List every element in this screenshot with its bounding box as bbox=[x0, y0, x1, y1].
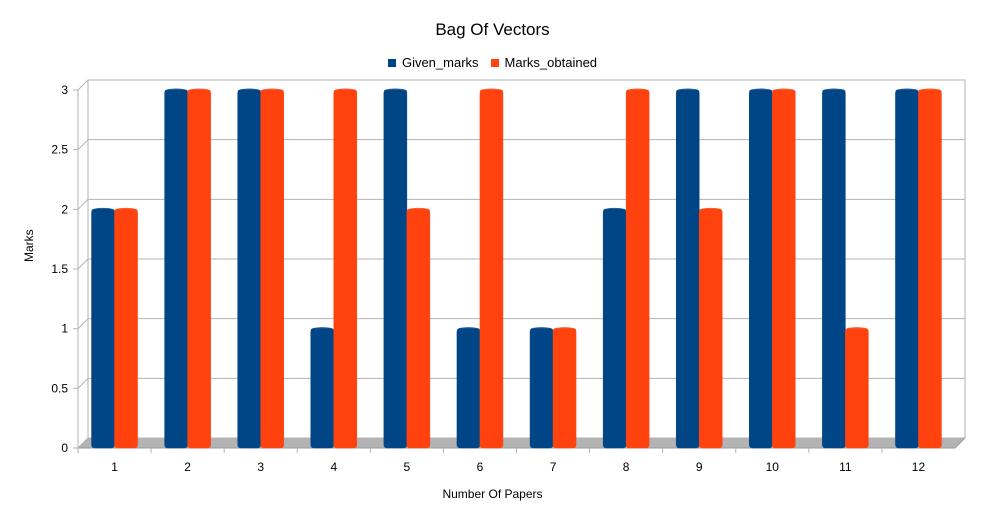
bar-cap-marks-obtained-9 bbox=[699, 207, 723, 213]
x-tick-label: 8 bbox=[623, 460, 630, 474]
bar-given-marks-12 bbox=[895, 89, 919, 449]
bar-marks-obtained-8 bbox=[625, 89, 650, 449]
bar-marks-obtained-7 bbox=[552, 328, 577, 449]
gridline-side bbox=[77, 258, 89, 270]
x-tick-label: 12 bbox=[912, 460, 926, 474]
legend-item-given-marks: Given_marks bbox=[387, 55, 479, 70]
y-tick-label: 2 bbox=[61, 202, 68, 216]
bar-given-marks-8 bbox=[602, 209, 627, 449]
bar-cap-marks-obtained-4 bbox=[333, 88, 357, 94]
bar-given-marks-4 bbox=[310, 328, 335, 449]
x-tick-label: 7 bbox=[550, 460, 557, 474]
x-tick-label: 1 bbox=[111, 460, 118, 474]
bar-cap-marks-obtained-10 bbox=[772, 88, 796, 94]
bar-marks-obtained-12 bbox=[918, 89, 942, 449]
bar-cap-marks-obtained-11 bbox=[845, 327, 869, 333]
x-tick-label: 2 bbox=[184, 460, 191, 474]
bar-cap-given-marks-3 bbox=[237, 88, 261, 94]
legend: Given_marks Marks_obtained bbox=[0, 55, 985, 70]
y-tick-label: 1 bbox=[61, 322, 68, 336]
x-tick-label: 11 bbox=[839, 460, 852, 474]
gridline-side bbox=[77, 318, 89, 330]
y-tick-label: 0 bbox=[61, 441, 68, 455]
chart-title: Bag Of Vectors bbox=[435, 20, 550, 39]
bar-given-marks-3 bbox=[237, 89, 261, 449]
bar-marks-obtained-5 bbox=[406, 209, 431, 449]
bar-cap-marks-obtained-7 bbox=[553, 327, 577, 333]
x-tick-label: 9 bbox=[696, 460, 703, 474]
bar-cap-given-marks-4 bbox=[310, 327, 334, 333]
x-tick-label: 6 bbox=[477, 460, 484, 474]
gridline-side bbox=[77, 139, 89, 151]
legend-item-marks-obtained: Marks_obtained bbox=[490, 55, 598, 70]
legend-swatch-marks-obtained bbox=[490, 58, 499, 67]
y-tick-label: 1.5 bbox=[51, 262, 68, 276]
bar-given-marks-11 bbox=[822, 89, 846, 449]
legend-label-given-marks: Given_marks bbox=[401, 55, 479, 70]
bar-cap-given-marks-9 bbox=[676, 88, 700, 94]
bar-cap-given-marks-6 bbox=[456, 327, 480, 333]
bar-given-marks-6 bbox=[456, 328, 481, 449]
bar-marks-obtained-9 bbox=[698, 209, 723, 449]
y-tick-label: 2.5 bbox=[51, 143, 68, 157]
bar-cap-marks-obtained-5 bbox=[406, 207, 430, 213]
gridline-side bbox=[77, 198, 89, 210]
y-tick-label: 0.5 bbox=[51, 381, 68, 395]
bar-marks-obtained-6 bbox=[479, 89, 504, 449]
bar-given-marks-5 bbox=[383, 89, 408, 449]
bar-given-marks-9 bbox=[675, 89, 700, 449]
y-axis-label: Marks bbox=[22, 229, 36, 262]
legend-swatch-given-marks bbox=[387, 58, 396, 67]
x-tick-label: 5 bbox=[404, 460, 411, 474]
bar-cap-marks-obtained-1 bbox=[114, 207, 138, 213]
bar-cap-given-marks-11 bbox=[822, 88, 846, 94]
bar-cap-given-marks-12 bbox=[895, 88, 919, 94]
bar-given-marks-1 bbox=[91, 209, 115, 449]
gridline-side bbox=[77, 377, 89, 389]
bar-cap-marks-obtained-8 bbox=[626, 88, 650, 94]
bar-cap-given-marks-7 bbox=[530, 327, 554, 333]
bar-cap-given-marks-10 bbox=[749, 88, 773, 94]
bar-cap-given-marks-1 bbox=[91, 207, 115, 213]
bar-given-marks-10 bbox=[749, 89, 773, 449]
legend-label-marks-obtained: Marks_obtained bbox=[504, 55, 598, 70]
x-tick-label: 10 bbox=[766, 460, 780, 474]
bar-cap-given-marks-8 bbox=[603, 207, 627, 213]
x-axis-label: Number Of Papers bbox=[442, 487, 543, 501]
bar-marks-obtained-2 bbox=[187, 89, 211, 449]
x-tick-label: 4 bbox=[330, 460, 337, 474]
bar-marks-obtained-11 bbox=[845, 328, 869, 449]
x-tick-label: 3 bbox=[257, 460, 264, 474]
bar-marks-obtained-4 bbox=[333, 89, 358, 449]
gridline-side bbox=[77, 437, 89, 449]
gridline-side bbox=[77, 79, 89, 91]
bar-given-marks-2 bbox=[164, 89, 188, 449]
bar-cap-marks-obtained-3 bbox=[260, 88, 284, 94]
bar-marks-obtained-3 bbox=[260, 89, 284, 449]
bar-cap-marks-obtained-12 bbox=[918, 88, 942, 94]
bar-cap-marks-obtained-6 bbox=[479, 88, 503, 94]
bar-cap-given-marks-5 bbox=[383, 88, 407, 94]
bar-cap-marks-obtained-2 bbox=[187, 88, 211, 94]
bar-marks-obtained-1 bbox=[114, 209, 138, 449]
bar-cap-given-marks-2 bbox=[164, 88, 188, 94]
y-tick-label: 3 bbox=[61, 83, 68, 97]
bar-given-marks-7 bbox=[529, 328, 554, 449]
bar-marks-obtained-10 bbox=[772, 89, 796, 449]
